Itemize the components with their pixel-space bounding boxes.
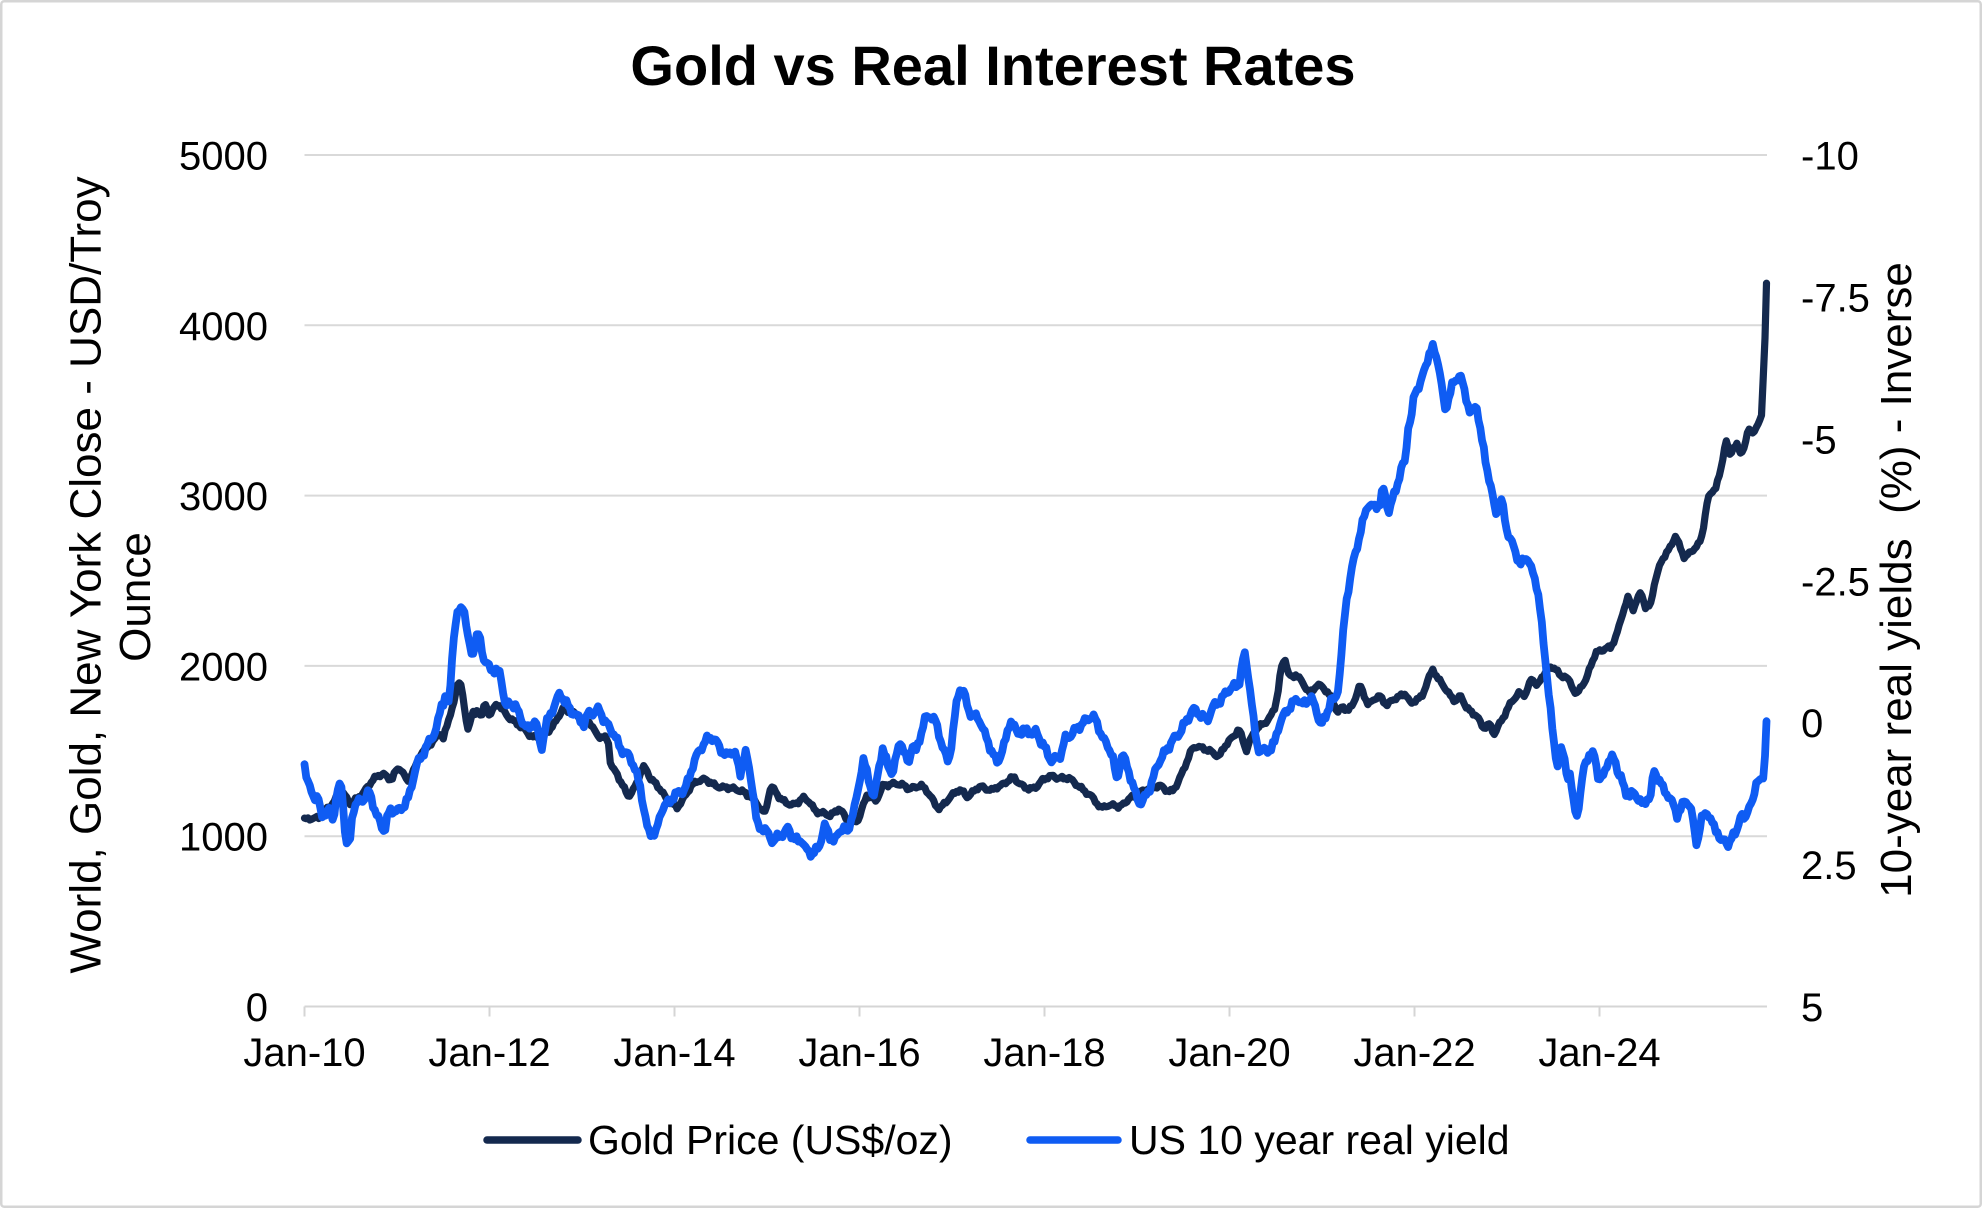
svg-text:10-year real yields (%) - Inv: 10-year real yields (%) - Inverse: [1872, 262, 1921, 898]
svg-text:Jan-14: Jan-14: [613, 1031, 735, 1075]
svg-text:2000: 2000: [179, 645, 268, 689]
svg-text:5000: 5000: [179, 135, 268, 179]
svg-text:World, Gold, New York Close -: World, Gold, New York Close - USD/Troy: [62, 176, 111, 973]
svg-text:Ounce: Ounce: [111, 532, 160, 662]
svg-text:0: 0: [1801, 702, 1823, 746]
svg-text:2.5: 2.5: [1801, 844, 1857, 888]
svg-text:1000: 1000: [179, 816, 268, 860]
svg-text:US 10 year real yield: US 10 year real yield: [1129, 1117, 1510, 1163]
svg-text:Jan-12: Jan-12: [428, 1031, 550, 1075]
svg-text:Jan-22: Jan-22: [1353, 1031, 1475, 1075]
svg-text:0: 0: [246, 986, 268, 1030]
svg-text:Jan-16: Jan-16: [798, 1031, 920, 1075]
svg-text:-7.5: -7.5: [1801, 276, 1870, 320]
svg-text:4000: 4000: [179, 305, 268, 349]
svg-text:Jan-24: Jan-24: [1538, 1031, 1660, 1075]
svg-text:Gold vs Real Interest Rates: Gold vs Real Interest Rates: [630, 34, 1355, 97]
svg-text:3000: 3000: [179, 475, 268, 519]
svg-text:-10: -10: [1801, 135, 1859, 179]
svg-text:Jan-18: Jan-18: [983, 1031, 1105, 1075]
svg-text:Jan-10: Jan-10: [243, 1031, 365, 1075]
svg-text:5: 5: [1801, 986, 1823, 1030]
svg-text:Jan-20: Jan-20: [1168, 1031, 1290, 1075]
svg-text:Gold Price (US$/oz): Gold Price (US$/oz): [588, 1117, 953, 1163]
svg-text:-2.5: -2.5: [1801, 560, 1870, 604]
svg-text:-5: -5: [1801, 418, 1837, 462]
